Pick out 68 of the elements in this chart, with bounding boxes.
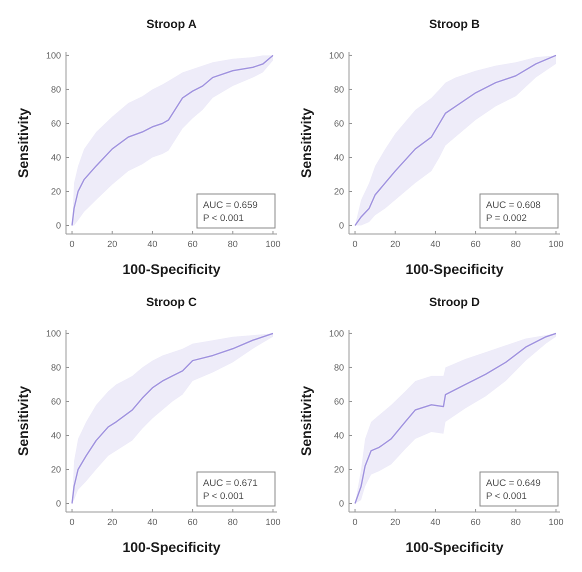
- y-tick-label: 100: [46, 328, 61, 338]
- y-tick-label: 0: [338, 498, 344, 508]
- x-tick-label: 40: [430, 517, 440, 527]
- x-tick-label: 60: [188, 517, 198, 527]
- y-tick-label: 40: [334, 430, 344, 440]
- x-tick-label: 20: [107, 239, 118, 249]
- y-axis-title: Sensitivity: [15, 386, 31, 456]
- x-tick-label: 80: [510, 239, 521, 249]
- chart-title: Stroop C: [146, 295, 198, 309]
- y-tick-label: 100: [328, 328, 344, 338]
- y-tick-label: 0: [338, 220, 344, 230]
- chart-title: Stroop A: [146, 17, 197, 31]
- y-tick-label: 0: [56, 220, 61, 230]
- y-tick-label: 60: [50, 396, 61, 406]
- x-axis-title: 100-Specificity: [122, 261, 221, 277]
- x-axis-title: 100-Specificity: [405, 261, 504, 277]
- x-axis-title: 100-Specificity: [405, 539, 504, 555]
- x-tick-label: 20: [390, 517, 400, 527]
- x-axis-title: 100-Specificity: [122, 539, 221, 555]
- y-tick-label: 80: [334, 362, 344, 372]
- y-tick-label: 20: [50, 464, 61, 474]
- x-tick-label: 80: [228, 517, 238, 527]
- chart-title: Stroop B: [429, 17, 480, 31]
- x-tick-label: 60: [188, 239, 198, 249]
- x-tick-label: 20: [107, 517, 118, 527]
- annotation: P = 0.002: [486, 213, 527, 224]
- x-tick-label: 0: [70, 517, 75, 527]
- x-tick-label: 80: [510, 517, 521, 527]
- x-tick-label: 60: [470, 517, 481, 527]
- x-tick-label: 100: [548, 517, 564, 527]
- annotation: AUC = 0.608: [486, 200, 541, 211]
- x-tick-label: 40: [430, 239, 440, 249]
- annotation: P < 0.001: [486, 491, 527, 502]
- annotation: P < 0.001: [203, 491, 244, 502]
- x-tick-label: 20: [390, 239, 400, 249]
- y-tick-label: 80: [334, 84, 344, 94]
- x-tick-label: 100: [265, 517, 280, 527]
- x-tick-label: 0: [70, 239, 75, 249]
- y-tick-label: 20: [334, 464, 344, 474]
- y-tick-label: 60: [334, 118, 344, 128]
- y-tick-label: 40: [334, 152, 344, 162]
- x-tick-label: 0: [352, 517, 358, 527]
- y-tick-label: 40: [50, 152, 61, 162]
- y-tick-label: 0: [56, 498, 61, 508]
- y-axis-title: Sensitivity: [298, 386, 314, 456]
- y-axis-title: Sensitivity: [298, 108, 314, 178]
- annotation: AUC = 0.671: [203, 478, 258, 489]
- y-axis-title: Sensitivity: [15, 108, 31, 178]
- y-tick-label: 100: [46, 50, 61, 60]
- x-tick-label: 0: [352, 239, 358, 249]
- y-tick-label: 60: [50, 118, 61, 128]
- x-tick-label: 60: [470, 239, 481, 249]
- x-tick-label: 40: [147, 239, 158, 249]
- annotation: P < 0.001: [203, 213, 244, 224]
- chart-title: Stroop D: [429, 295, 480, 309]
- y-tick-label: 80: [50, 84, 61, 94]
- annotation: AUC = 0.659: [203, 200, 258, 211]
- x-tick-label: 100: [265, 239, 280, 249]
- y-tick-label: 20: [50, 186, 61, 196]
- y-tick-label: 80: [50, 362, 61, 372]
- y-tick-label: 20: [334, 186, 344, 196]
- x-tick-label: 100: [548, 239, 564, 249]
- x-tick-label: 40: [147, 517, 158, 527]
- y-tick-label: 60: [334, 396, 344, 406]
- y-tick-label: 100: [328, 50, 344, 60]
- annotation: AUC = 0.649: [486, 478, 541, 489]
- y-tick-label: 40: [50, 430, 61, 440]
- x-tick-label: 80: [228, 239, 238, 249]
